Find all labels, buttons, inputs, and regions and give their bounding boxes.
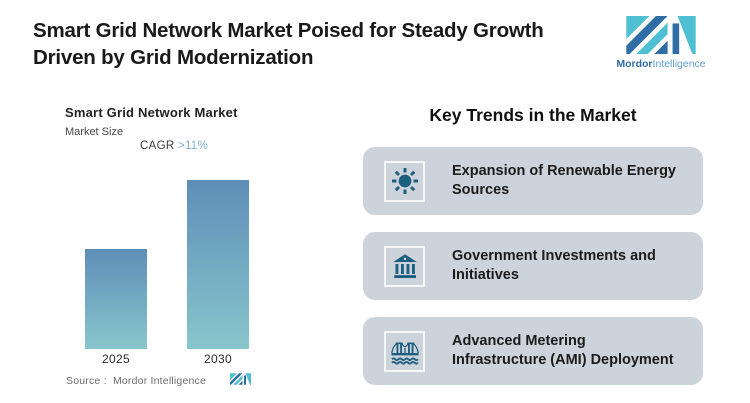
trend-title: Government Investments and Initiatives [452, 248, 656, 283]
brand-name-bold: Mordor [616, 58, 653, 70]
chart-subtitle: Market Size [65, 126, 124, 138]
bar-2030 [187, 180, 249, 349]
trend-icon-box [384, 245, 425, 287]
cagr-label: CAGR [140, 140, 178, 152]
trend-title: Expansion of Renewable Energy Sources [452, 163, 676, 198]
sun-icon [391, 168, 418, 194]
bank-icon [392, 254, 417, 278]
trend-card-ami: Advanced Metering Infrastructure (AMI) D… [363, 317, 703, 385]
bridge-icon [390, 342, 419, 365]
brand-name: MordorIntelligence [616, 58, 705, 70]
brand-name-light: Intelligence [652, 58, 706, 70]
bar-2025 [85, 249, 147, 349]
page-title-line1: Smart Grid Network Market Poised for Ste… [33, 19, 544, 42]
bar-category-label: 2025 [102, 352, 130, 366]
trend-icon-box [384, 330, 425, 372]
bar-group: 2025 [85, 249, 147, 366]
page-title: Smart Grid Network Market Poised for Ste… [33, 17, 608, 71]
cagr-value: >11% [177, 140, 209, 152]
chart-cagr-annotation: CAGR >11% [140, 140, 208, 152]
bar-group: 2030 [187, 180, 249, 366]
page-title-line2: Driven by Grid Modernization [33, 46, 314, 69]
trends-heading: Key Trends in the Market [429, 105, 637, 125]
trend-icon-box [384, 160, 425, 202]
mordor-logo-icon [626, 16, 696, 54]
bar-category-label: 2030 [204, 352, 232, 366]
trend-card-government: Government Investments and Initiatives [363, 232, 703, 300]
chart-source: Source : Mordor Intelligence [66, 375, 207, 387]
source-logo-icon [230, 372, 251, 390]
trend-cards: Expansion of Renewable Energy Sources Go [363, 147, 703, 385]
chart-title: Smart Grid Network Market [65, 105, 238, 120]
trend-title: Advanced Metering Infrastructure (AMI) D… [452, 333, 674, 368]
brand-logo: MordorIntelligence [616, 16, 706, 70]
bar-group-container: 2025 2030 [85, 180, 249, 366]
trend-card-renewable: Expansion of Renewable Energy Sources [363, 147, 703, 215]
